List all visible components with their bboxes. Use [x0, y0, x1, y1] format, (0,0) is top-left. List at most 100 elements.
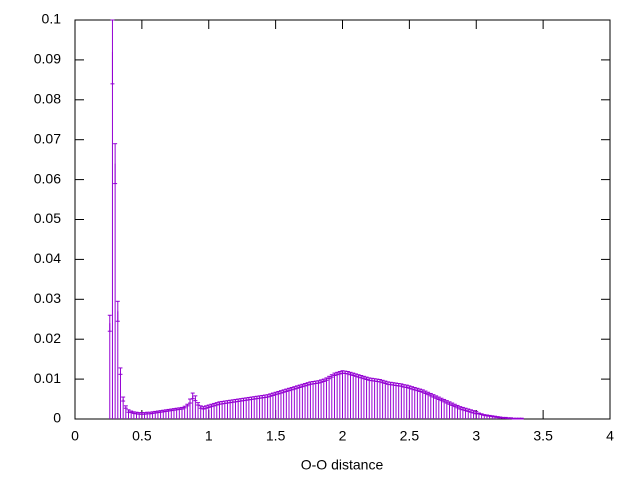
x-tick-label: 3.5: [533, 428, 553, 444]
error-bar: [113, 143, 118, 185]
error-bar: [353, 373, 358, 377]
error-bar: [319, 379, 324, 383]
error-bar: [361, 375, 366, 380]
error-bar: [115, 300, 120, 322]
error-bar: [185, 403, 190, 407]
error-bar: [321, 378, 326, 382]
error-bar: [332, 372, 337, 377]
error-bar: [303, 382, 308, 387]
error-bar: [273, 391, 278, 396]
error-bar: [447, 401, 452, 405]
error-bar: [287, 387, 291, 392]
y-tick-label: 0.09: [34, 51, 61, 67]
error-bar: [201, 406, 206, 410]
error-bar: [305, 382, 310, 386]
error-bar: [452, 403, 457, 408]
error-bar: [415, 387, 420, 392]
error-bar: [351, 372, 356, 377]
x-tick-label: 2: [339, 428, 347, 444]
y-tick-label: 0.02: [34, 330, 61, 346]
error-bar: [399, 383, 404, 387]
error-bar: [121, 396, 126, 402]
error-bar: [458, 406, 463, 410]
error-bar: [196, 402, 201, 406]
error-bar: [377, 378, 382, 383]
error-bar: [316, 380, 321, 384]
x-tick-label: 3: [472, 428, 480, 444]
error-bar: [380, 379, 385, 384]
error-bar: [345, 371, 350, 375]
error-bar: [455, 404, 460, 409]
error-bar: [295, 385, 300, 389]
error-bar: [444, 400, 449, 404]
error-bar: [412, 386, 417, 391]
error-bar: [206, 404, 211, 408]
error-bar: [278, 390, 283, 394]
x-tick-label: 0.5: [132, 428, 152, 444]
y-tick-label: 0.07: [34, 130, 61, 146]
y-tick-label: 0.08: [34, 91, 61, 107]
error-bar: [281, 389, 286, 393]
error-bar: [107, 314, 112, 332]
error-bar: [212, 402, 217, 407]
error-bar: [468, 409, 473, 413]
x-tick-label: 1: [205, 428, 213, 444]
error-bar: [209, 403, 214, 408]
error-bar: [426, 391, 431, 396]
x-tick-label: 2.5: [400, 428, 420, 444]
error-bar: [268, 393, 273, 397]
error-bar: [434, 395, 439, 399]
error-bar: [420, 389, 425, 393]
error-bar: [471, 410, 476, 414]
error-bar: [335, 371, 340, 376]
error-bar: [300, 383, 305, 388]
y-tick-label: 0: [53, 410, 61, 426]
error-bar: [329, 374, 334, 378]
error-bar: [356, 374, 361, 378]
error-bar: [439, 397, 444, 402]
y-tick-label: 0.03: [34, 290, 61, 306]
error-bar: [289, 386, 294, 391]
error-bar: [337, 371, 342, 375]
error-bar: [463, 407, 468, 412]
error-bar: [423, 390, 428, 394]
y-tick-label: 0.05: [34, 210, 61, 226]
error-bar: [270, 392, 275, 396]
error-bar: [188, 398, 193, 404]
error-bar: [418, 388, 423, 392]
error-bar: [428, 392, 433, 397]
error-bar: [327, 375, 332, 380]
error-bar: [190, 392, 195, 400]
error-bar: [519, 417, 524, 420]
x-tick-label: 4: [606, 428, 614, 444]
error-bar: [324, 377, 329, 381]
y-tick-label: 0.1: [42, 11, 62, 27]
error-bar: [436, 396, 441, 400]
error-bar: [118, 367, 123, 375]
error-bar: [110, 19, 115, 85]
error-bar: [214, 402, 219, 406]
error-bar: [204, 405, 209, 409]
error-bar: [364, 376, 369, 380]
error-bar: [265, 394, 270, 398]
error-bar: [410, 386, 415, 390]
error-bar: [198, 405, 203, 409]
x-tick-label: 1.5: [266, 428, 286, 444]
x-tick-label: 0: [71, 428, 79, 444]
error-bar: [466, 408, 471, 412]
error-bar: [123, 405, 128, 409]
error-bar: [431, 394, 436, 398]
error-bar: [276, 390, 281, 395]
error-bar: [129, 410, 134, 414]
error-bar: [407, 385, 412, 389]
y-tick-label: 0.01: [34, 370, 61, 386]
y-tick-label: 0.04: [34, 250, 61, 266]
error-bar: [348, 371, 353, 376]
x-axis-label: O-O distance: [301, 457, 384, 473]
error-bar: [297, 384, 302, 388]
error-bar: [284, 388, 289, 392]
error-bar: [450, 402, 455, 406]
error-bar: [292, 386, 297, 390]
error-bar: [442, 398, 447, 403]
